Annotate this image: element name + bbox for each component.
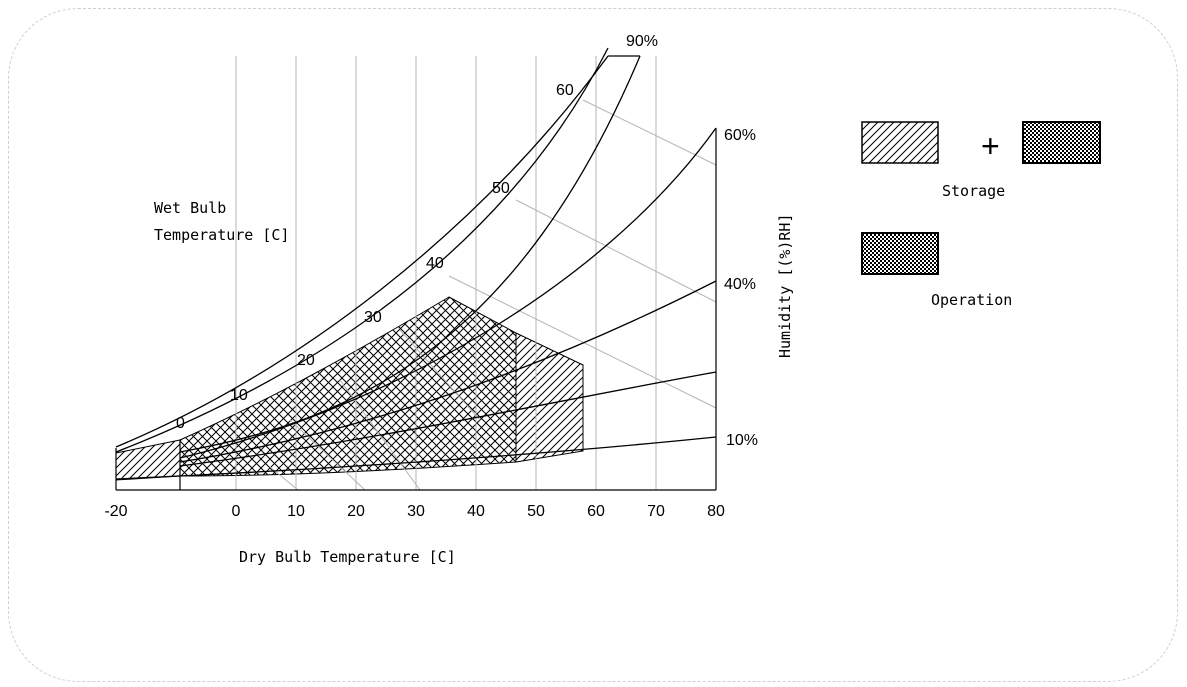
legend-operation-swatch-top xyxy=(1022,121,1101,164)
x-tick-label: 20 xyxy=(347,503,365,520)
legend: + Storage Operation xyxy=(861,121,1101,309)
wet-bulb-label: 50 xyxy=(492,180,510,197)
wet-bulb-label: 30 xyxy=(364,309,382,326)
x-tick-label: 60 xyxy=(587,503,605,520)
wet-bulb-label: 20 xyxy=(297,352,315,369)
rh-label-40: 40% xyxy=(724,276,756,293)
rh-curve-upper xyxy=(179,55,641,453)
rh-label-60: 60% xyxy=(724,127,756,144)
chart-frame xyxy=(8,8,1178,682)
x-tick-label: 30 xyxy=(407,503,425,520)
x-tick-label: 10 xyxy=(287,503,305,520)
x-tick-label: -20 xyxy=(104,503,127,520)
x-axis-label: Dry Bulb Temperature [C] xyxy=(239,548,456,566)
x-tick-labels: -20 0 10 20 30 40 50 60 70 80 xyxy=(104,503,725,520)
legend-plus: + xyxy=(981,128,1000,164)
x-tick-label: 50 xyxy=(527,503,545,520)
wet-bulb-title-line2: Temperature [C] xyxy=(154,226,289,244)
saturation-curve xyxy=(115,55,609,448)
wet-bulb-labels: 0 10 20 30 40 50 60 xyxy=(176,82,574,432)
x-tick-label: 0 xyxy=(232,503,241,520)
axes xyxy=(115,128,717,491)
rh-label-90: 90% xyxy=(626,33,658,50)
rh-curve-60 xyxy=(179,127,717,459)
wet-bulb-line-5 xyxy=(515,199,717,303)
wet-bulb-line-1 xyxy=(289,419,366,491)
x-tick-label: 40 xyxy=(467,503,485,520)
legend-storage-label: Storage xyxy=(942,182,1005,200)
legend-storage-swatch xyxy=(861,121,939,164)
wet-bulb-label: 10 xyxy=(230,387,248,404)
rh-curve-40 xyxy=(179,280,717,463)
rh-curve-90 xyxy=(115,47,609,453)
rh-curves xyxy=(115,47,717,480)
rh-label-10: 10% xyxy=(726,432,758,449)
y-axis-label: Humidity [(%)RH] xyxy=(776,214,794,359)
x-tick-label: 70 xyxy=(647,503,665,520)
legend-operation-swatch xyxy=(861,232,939,275)
operation-region xyxy=(179,296,517,477)
wet-bulb-line-3 xyxy=(399,329,481,421)
wet-bulb-line-4 xyxy=(448,275,717,409)
wet-bulb-label: 0 xyxy=(176,415,185,432)
storage-region xyxy=(115,439,181,481)
rh-curve-10 xyxy=(115,436,717,480)
x-tick-label: 80 xyxy=(707,503,725,520)
legend-operation-label: Operation xyxy=(931,291,1012,309)
wet-bulb-label: 60 xyxy=(556,82,574,99)
wet-bulb-title-line1: Wet Bulb xyxy=(154,199,226,217)
rh-labels: 90% 60% 40% 10% xyxy=(626,33,758,449)
wet-bulb-label: 40 xyxy=(426,255,444,272)
rh-curve-mid xyxy=(179,371,717,467)
wet-bulb-line-6 xyxy=(582,99,717,166)
storage-region-right xyxy=(515,332,584,463)
